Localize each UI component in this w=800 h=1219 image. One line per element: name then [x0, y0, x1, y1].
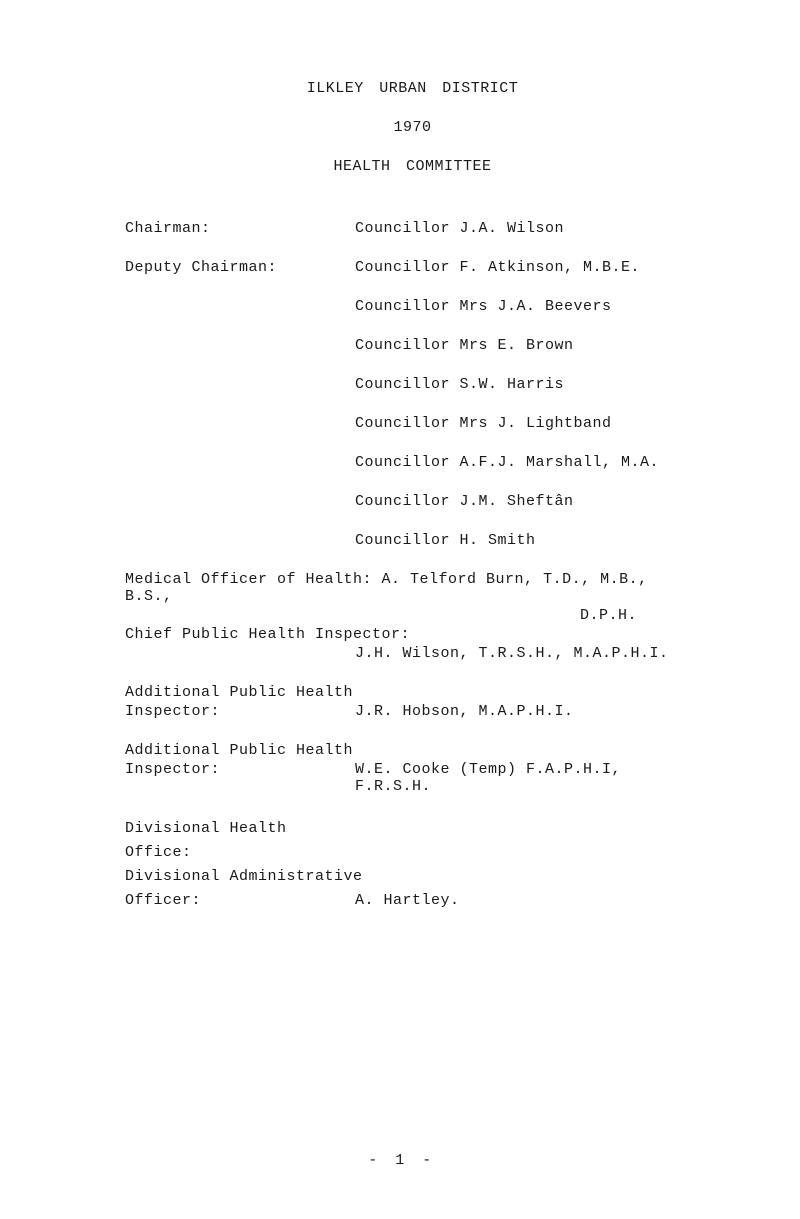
councillor-item: Councillor A.F.J. Marshall, M.A. — [355, 454, 700, 471]
medical-officer-line: Medical Officer of Health: A. Telford Bu… — [125, 571, 700, 605]
chairman-label: Chairman: — [125, 220, 355, 237]
additional-inspector-label: Inspector: — [125, 761, 355, 795]
divisional-line: Divisional Health — [125, 817, 700, 841]
chief-inspector-label: Chief Public Health Inspector: — [125, 626, 700, 643]
officer-value: A. Hartley. — [355, 889, 700, 913]
additional-inspector-value: W.E. Cooke (Temp) F.A.P.H.I, F.R.S.H. — [355, 761, 700, 795]
councillor-item: Councillor Mrs J. Lightband — [355, 415, 700, 432]
additional-inspector-value: J.R. Hobson, M.A.P.H.I. — [355, 703, 700, 720]
councillor-item: Councillor S.W. Harris — [355, 376, 700, 393]
deputy-label: Deputy Chairman: — [125, 259, 355, 276]
page-number: - 1 - — [0, 1152, 800, 1169]
councillor-item: Councillor H. Smith — [355, 532, 700, 549]
chairman-value: Councillor J.A. Wilson — [355, 220, 700, 237]
additional-inspector-header: Additional Public Health — [125, 742, 700, 759]
councillor-item: Councillor Mrs J.A. Beevers — [355, 298, 700, 315]
officer-label: Officer: — [125, 889, 355, 913]
additional-inspector-header: Additional Public Health — [125, 684, 700, 701]
document-year: 1970 — [125, 119, 700, 136]
chief-inspector-value: J.H. Wilson, T.R.S.H., M.A.P.H.I. — [125, 645, 700, 662]
medical-officer-suffix: D.P.H. — [125, 607, 700, 624]
divisional-line: Divisional Administrative — [125, 865, 700, 889]
deputy-value: Councillor F. Atkinson, M.B.E. — [355, 259, 700, 276]
committee-name: HEALTH COMMITTEE — [125, 158, 700, 175]
additional-inspector-label: Inspector: — [125, 703, 355, 720]
councillor-item: Councillor J.M. Sheftân — [355, 493, 700, 510]
divisional-line: Office: — [125, 841, 700, 865]
document-title: ILKLEY URBAN DISTRICT — [125, 80, 700, 97]
councillor-item: Councillor Mrs E. Brown — [355, 337, 700, 354]
